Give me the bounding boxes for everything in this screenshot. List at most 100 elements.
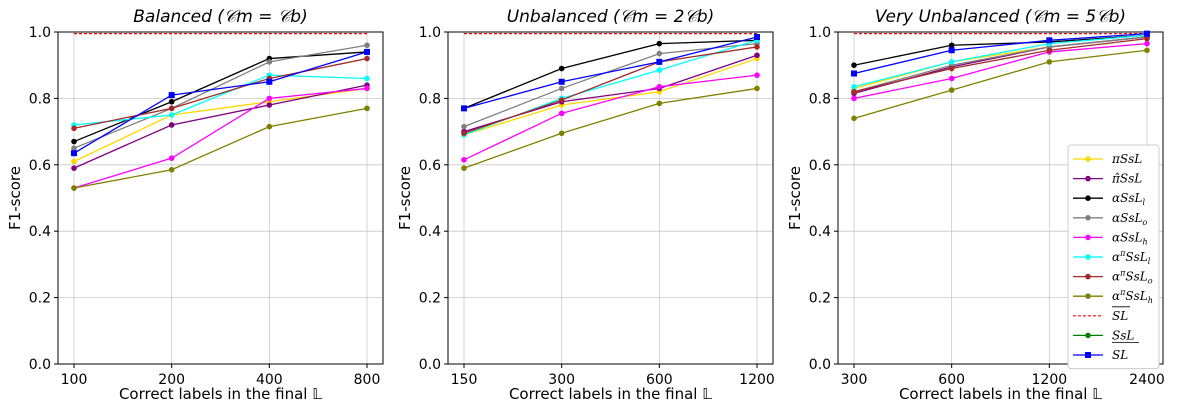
legend-marker — [1085, 293, 1091, 300]
series-line — [853, 37, 1148, 93]
data-point — [168, 98, 175, 105]
y-tick-label: 0.2 — [419, 291, 441, 307]
series-line — [463, 42, 758, 128]
plot-frame — [837, 31, 1164, 365]
series-line — [463, 46, 758, 134]
x-tick-label: 1200 — [739, 372, 775, 388]
data-point — [168, 155, 175, 161]
series-line — [463, 39, 758, 136]
legend-label: αSsLh — [1112, 230, 1148, 246]
legend-label-part: π — [1119, 249, 1126, 258]
chart-title: Very Unbalanced (𝒞m = 5𝒞b) — [875, 7, 1126, 27]
y-tick-label: 0.0 — [809, 357, 831, 373]
legend: πSsLπ̂SsLαSsLlαSsLoαSsLhαπSsLlαπSsLoαπSs… — [1067, 144, 1160, 370]
legend-marker — [1085, 195, 1091, 201]
data-point — [364, 105, 370, 112]
series-line — [463, 36, 758, 109]
data-point — [266, 102, 273, 108]
data-point — [851, 62, 857, 68]
data-point — [461, 105, 467, 112]
x-tick-label: 1200 — [1032, 372, 1068, 388]
legend-label-part: SsL — [1112, 328, 1134, 342]
x-axis-label: Correct labels in the final 𝕃 — [509, 385, 712, 403]
legend-label-part: SsL — [1125, 289, 1147, 303]
legend-label-part: αSsL — [1112, 191, 1142, 205]
y-tick-label: 1.0 — [419, 25, 441, 41]
series-line — [73, 107, 368, 189]
y-tick-label: 0.6 — [29, 158, 51, 174]
series-line — [73, 84, 368, 169]
x-tick-label: 400 — [256, 372, 283, 388]
data-point — [71, 158, 77, 165]
data-point — [168, 92, 175, 99]
legend-item: SL — [1073, 306, 1130, 323]
legend-label: απSsLl — [1112, 249, 1151, 266]
series-line — [463, 54, 758, 133]
data-point — [461, 123, 467, 130]
y-tick-label: 0.8 — [29, 91, 51, 107]
series-line — [463, 74, 758, 161]
y-tick-label: 0.0 — [29, 357, 51, 373]
data-point — [364, 55, 370, 62]
data-point — [851, 70, 857, 77]
x-tick-label: 300 — [548, 372, 575, 388]
legend-label: απSsLh — [1112, 288, 1153, 305]
series-line — [463, 39, 758, 109]
data-point — [71, 138, 77, 145]
legend-box — [1067, 144, 1160, 370]
data-point — [754, 44, 760, 50]
data-point — [168, 112, 175, 118]
data-point — [948, 42, 955, 49]
y-tick-label: 0.0 — [419, 357, 441, 373]
legend-label: SL — [1112, 309, 1128, 323]
legend-label-part: αSsL — [1112, 211, 1142, 225]
legend-marker — [1085, 215, 1091, 221]
chart-panel-1: 0.0 0.2 0.4 0.6 0.8 1.0 100 200 400 800 Correct la… — [6, 7, 384, 403]
data-point — [266, 123, 273, 130]
x-tick-label: 600 — [646, 372, 673, 388]
legend-item: απSsLl — [1073, 249, 1151, 266]
data-point — [948, 87, 955, 93]
legend-label-part: SL — [1112, 309, 1128, 323]
legend-label-part: α — [1112, 289, 1120, 303]
x-tick-label: 200 — [158, 372, 185, 388]
legend-label-part: SsL — [1125, 270, 1147, 284]
x-axis-label: Correct labels in the final 𝕃 — [899, 385, 1102, 403]
x-tick-label: 150 — [451, 372, 478, 388]
series-line — [73, 51, 368, 143]
data-point — [656, 58, 663, 65]
y-tick-label: 0.2 — [809, 291, 831, 307]
data-point — [656, 50, 663, 57]
chart-panel-3: 0.0 0.2 0.4 0.6 0.8 1.0 300 600 1200 2400 Correct … — [786, 7, 1165, 403]
legend-label-part: l — [1142, 198, 1145, 207]
legend-label-part: α — [1112, 250, 1120, 264]
data-point — [948, 65, 955, 72]
series-line — [853, 36, 1148, 93]
y-tick-label: 0.4 — [809, 224, 831, 240]
legend-marker — [1085, 352, 1091, 358]
data-point — [948, 47, 955, 54]
data-point — [754, 85, 760, 92]
legend-label: αSsLl — [1112, 191, 1145, 207]
data-point — [851, 115, 857, 122]
legend-item: πSsL — [1073, 152, 1142, 166]
data-point — [266, 78, 273, 85]
y-tick-label: 0.4 — [419, 224, 441, 240]
legend-item: π̂SsL — [1073, 172, 1142, 186]
data-point — [1144, 35, 1150, 42]
series-line — [853, 34, 1148, 66]
legend-label-part: πSsL — [1111, 152, 1142, 166]
series-line — [73, 44, 368, 149]
series-line — [73, 51, 368, 154]
data-point — [1046, 59, 1053, 65]
legend-label: απSsLo — [1112, 269, 1153, 286]
data-point — [71, 150, 77, 157]
x-tick-label: 600 — [938, 372, 965, 388]
data-point — [461, 130, 467, 137]
legend-item: SsL — [1073, 328, 1139, 343]
y-tick-label: 0.4 — [29, 224, 51, 240]
y-tick-label: 0.6 — [809, 158, 831, 174]
legend-marker — [1085, 234, 1091, 241]
